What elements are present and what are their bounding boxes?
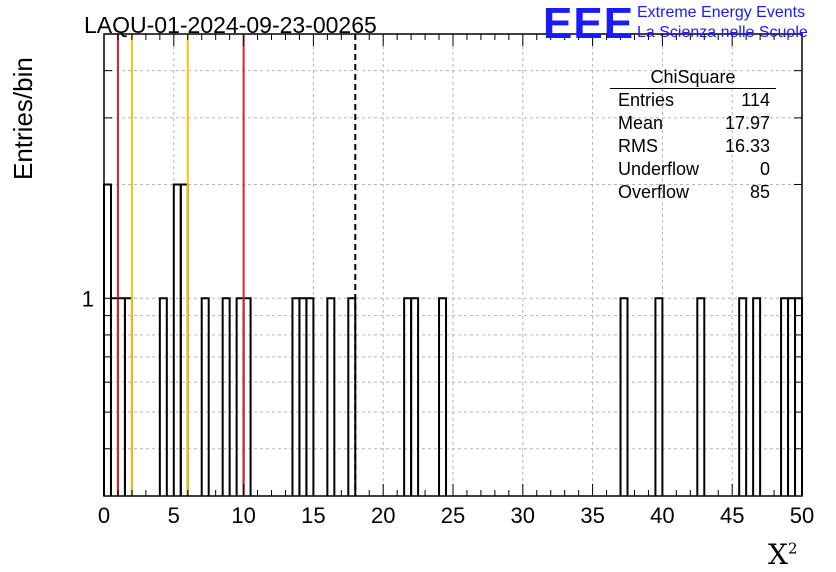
x-tick-label: 0 (98, 503, 110, 528)
eee-logo: EEE (543, 0, 635, 48)
histogram-bin (235, 297, 245, 496)
histogram-bin (242, 297, 252, 496)
histogram-bin (291, 297, 301, 496)
histogram-bin (619, 297, 629, 496)
histogram-bin (200, 297, 210, 496)
stats-row-mean: Mean 17.97 (618, 113, 770, 133)
logo-line-2: La Scienza nelle Scuole (637, 24, 808, 41)
x-tick-label: 15 (301, 503, 325, 528)
histogram-bin (410, 297, 420, 496)
x-tick-label: 30 (511, 503, 535, 528)
histogram-bin (403, 297, 413, 496)
histogram-bin (123, 297, 133, 496)
stats-row-underflow: Underflow 0 (618, 159, 770, 179)
histogram-bin (326, 297, 336, 496)
histogram-bin (172, 183, 182, 496)
histogram-bin (752, 297, 762, 496)
x-tick-label: 50 (790, 503, 814, 528)
stats-title: ChiSquare (610, 66, 776, 89)
histogram-bin (347, 297, 357, 496)
histogram-bin (305, 297, 315, 496)
x-tick-label: 35 (580, 503, 604, 528)
histogram-bin (696, 297, 706, 496)
run-title: LAQU-01-2024-09-23-00265 (84, 12, 377, 38)
y-axis-label: Entries/bin (8, 57, 38, 180)
histogram-bin (179, 183, 189, 496)
logo-line-1: Extreme Energy Events (637, 4, 806, 21)
x-tick-label: 40 (650, 503, 674, 528)
stats-row-overflow: Overflow 85 (618, 182, 770, 202)
histogram-bin (116, 297, 126, 496)
x-tick-label: 10 (231, 503, 255, 528)
histogram-bin (780, 297, 790, 496)
x-tick-label: 5 (168, 503, 180, 528)
stats-row-rms: RMS 16.33 (618, 136, 770, 156)
stats-box: ChiSquare Entries 114 Mean 17.97 RMS 16.33 … (610, 66, 776, 204)
x-axis-label: X2 (768, 538, 798, 571)
histogram-bin (221, 297, 231, 496)
y-tick-label: 1 (82, 286, 94, 311)
histogram-bin (787, 297, 797, 496)
histogram-bin (794, 297, 803, 496)
stats-row-entries: Entries 114 (618, 90, 770, 110)
histogram-bin (109, 297, 119, 496)
histogram-bin (738, 297, 748, 496)
x-tick-label: 20 (371, 503, 395, 528)
histogram-bin (103, 183, 112, 496)
histogram-bin (298, 297, 308, 496)
x-tick-label: 25 (441, 503, 465, 528)
histogram-bin (158, 297, 168, 496)
x-tick-label: 45 (720, 503, 744, 528)
histogram-bin (654, 297, 664, 496)
histogram-bin (438, 297, 448, 496)
